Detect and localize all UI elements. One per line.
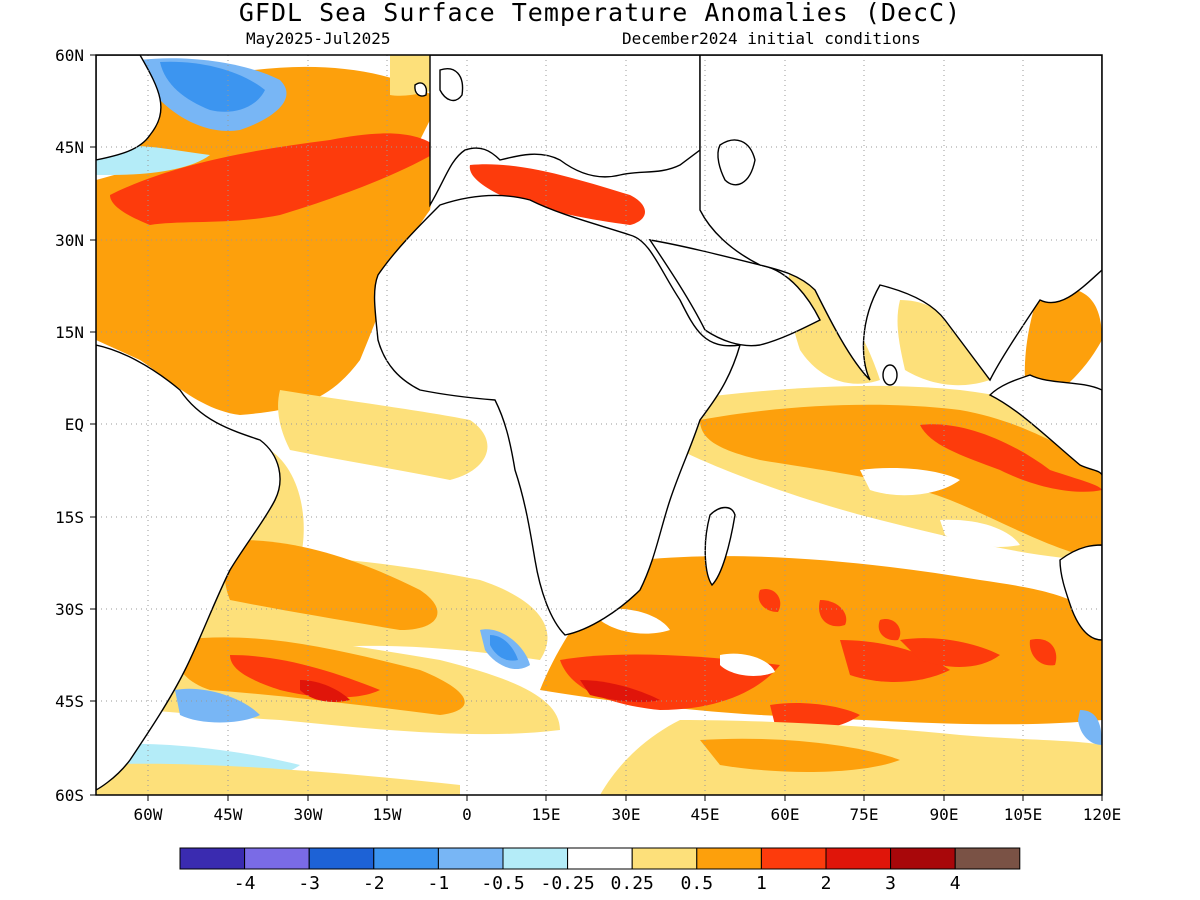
colorbar-label: -3: [298, 873, 320, 894]
colorbar-swatch: [308, 847, 375, 870]
colorbar-swatch: [696, 847, 762, 870]
south-america-outline: [96, 344, 281, 791]
lon-tick-label: 120E: [1083, 805, 1122, 824]
colorbar-swatch: [631, 847, 698, 870]
colorbar-swatch: [179, 847, 246, 870]
colorbar: -4 -3 -2 -1 -0.5 -0.25 0.25 0.5 1 2 3 4: [179, 847, 1021, 894]
lat-tick-label: 45N: [55, 138, 84, 157]
colorbar-label: 3: [885, 873, 896, 894]
north-america-outline: [96, 55, 162, 161]
map-title: GFDL Sea Surface Temperature Anomalies (…: [238, 0, 962, 27]
forecast-period: May2025-Jul2025: [246, 29, 391, 48]
initial-conditions: December2024 initial conditions: [622, 29, 921, 48]
colorbar-label: -0.5: [481, 873, 524, 894]
colorbar-swatch: [890, 847, 956, 870]
colorbar-label: 0.5: [681, 873, 714, 894]
colorbar-label: -1: [428, 873, 450, 894]
lon-tick-label: 30W: [294, 805, 323, 824]
colorbar-swatch: [244, 847, 310, 870]
landmasses: [96, 55, 1102, 791]
asia-outline: [699, 55, 1102, 382]
australia-outline: [1059, 544, 1102, 641]
colorbar-label: -0.25: [541, 873, 595, 894]
lat-tick-label: 15N: [55, 323, 84, 342]
lon-tick-label: 0: [462, 805, 472, 824]
lat-tick-label: 60N: [55, 46, 84, 65]
lon-tick-label: 75E: [850, 805, 879, 824]
colorbar-label: -4: [234, 873, 256, 894]
colorbar-swatch: [502, 847, 569, 870]
lon-tick-label: 15W: [373, 805, 402, 824]
graticule: [96, 55, 1102, 795]
lon-tick-label: 15E: [532, 805, 561, 824]
axis-ticks: [90, 54, 1103, 801]
lat-tick-label: EQ: [65, 415, 84, 434]
lat-tick-labels: 60N 45N 30N 15N EQ 15S 30S 45S 60S: [55, 46, 84, 805]
lon-tick-labels: 60W 45W 30W 15W 0 15E 30E 45E 60E 75E 90…: [134, 805, 1122, 824]
lon-tick-label: 60E: [771, 805, 800, 824]
lon-tick-label: 45E: [691, 805, 720, 824]
colorbar-label: -2: [363, 873, 385, 894]
lat-tick-label: 15S: [55, 508, 84, 527]
lat-tick-label: 45S: [55, 692, 84, 711]
lat-tick-label: 30N: [55, 231, 84, 250]
colorbar-swatch: [437, 847, 504, 870]
colorbar-label: 4: [950, 873, 961, 894]
arabia-outline: [648, 239, 821, 347]
lon-tick-label: 90E: [930, 805, 959, 824]
africa-outline: [373, 194, 741, 636]
map-frame: [95, 54, 1103, 796]
lon-tick-label: 105E: [1004, 805, 1043, 824]
lat-tick-label: 60S: [55, 786, 84, 805]
colorbar-swatch: [825, 847, 892, 870]
colorbar-swatch: [760, 847, 827, 870]
lon-tick-label: 30E: [612, 805, 641, 824]
colorbar-label: 0.25: [611, 873, 654, 894]
europe-outline: [429, 55, 701, 208]
colorbar-swatch: [373, 847, 439, 870]
lon-tick-label: 45W: [214, 805, 243, 824]
colorbar-label: 2: [821, 873, 832, 894]
colorbar-swatch: [567, 847, 633, 870]
colorbar-swatch: [954, 847, 1021, 870]
lon-tick-label: 60W: [134, 805, 163, 824]
madagascar-outline: [704, 506, 736, 587]
lat-tick-label: 30S: [55, 600, 84, 619]
colorbar-label: 1: [756, 873, 767, 894]
